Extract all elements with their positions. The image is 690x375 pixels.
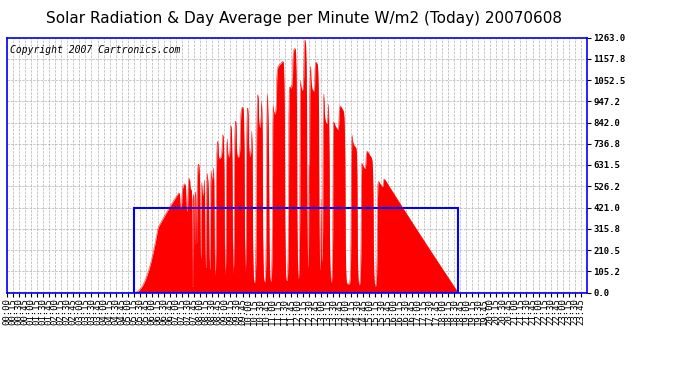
Text: Copyright 2007 Cartronics.com: Copyright 2007 Cartronics.com — [10, 45, 180, 55]
Bar — [134, 207, 458, 292]
Text: Solar Radiation & Day Average per Minute W/m2 (Today) 20070608: Solar Radiation & Day Average per Minute… — [46, 11, 562, 26]
